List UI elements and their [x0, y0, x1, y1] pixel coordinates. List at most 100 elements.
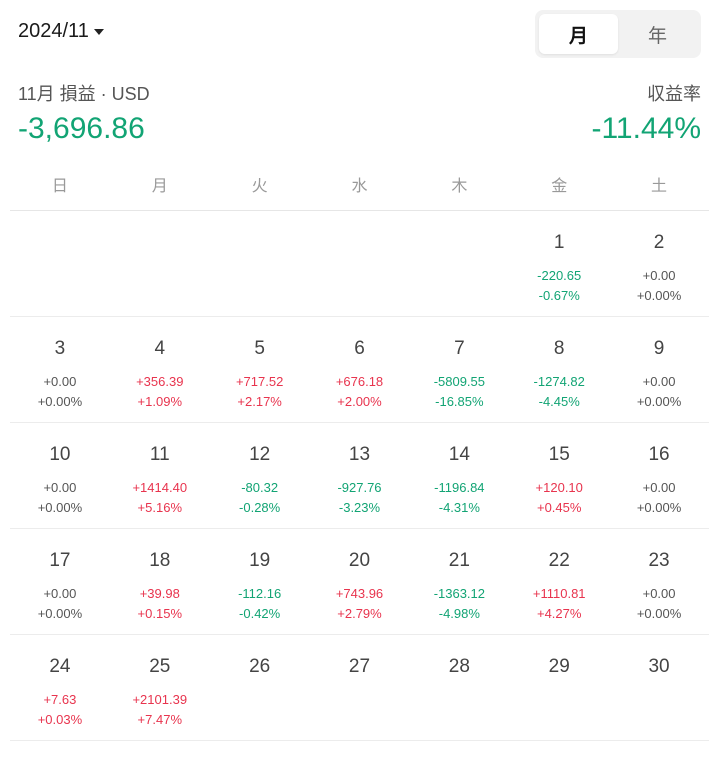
day-pnl: +7.63: [43, 692, 77, 707]
day-number: 2: [653, 232, 665, 253]
top-bar: 2024/11 月 年: [0, 0, 719, 70]
calendar-empty-cell: [110, 211, 210, 316]
calendar-week: 1 -220.65 -0.67% 2 +0.00 +0.00%: [10, 211, 709, 317]
weekday-thu: 木: [451, 178, 468, 195]
day-pnl: -1274.82: [533, 374, 585, 389]
day-number: 21: [448, 550, 470, 571]
day-return-pct: -4.31%: [438, 500, 480, 515]
pnl-label: 11月 損益 · USD: [18, 84, 150, 104]
day-pnl: +120.10: [535, 480, 583, 495]
day-number: 5: [254, 338, 265, 359]
day-pnl: +0.00: [642, 268, 676, 283]
month-selector[interactable]: 2024/11: [18, 20, 104, 43]
weekday-tue: 火: [251, 178, 268, 195]
day-return-pct: +0.45%: [536, 500, 582, 515]
day-number: 19: [249, 550, 271, 571]
calendar-day-cell[interactable]: 24 +7.63 +0.03%: [10, 635, 110, 740]
day-number: 25: [149, 656, 171, 677]
day-number: 16: [648, 444, 670, 465]
day-return-pct: +4.27%: [536, 606, 582, 621]
day-return-pct: -0.67%: [538, 288, 580, 303]
calendar-empty-cell: [409, 211, 509, 316]
toggle-month-button[interactable]: 月: [539, 14, 618, 54]
pnl-value: -3,696.86: [18, 112, 145, 145]
calendar-day-cell[interactable]: 30: [609, 635, 709, 740]
calendar-day-cell[interactable]: 2 +0.00 +0.00%: [609, 211, 709, 316]
day-pnl: +0.00: [43, 374, 77, 389]
calendar-day-cell[interactable]: 11 +1414.40 +5.16%: [110, 423, 210, 528]
calendar-day-cell[interactable]: 17 +0.00 +0.00%: [10, 529, 110, 634]
calendar-day-cell[interactable]: 28: [409, 635, 509, 740]
calendar-day-cell[interactable]: 10 +0.00 +0.00%: [10, 423, 110, 528]
calendar-day-cell[interactable]: 15 +120.10 +0.45%: [509, 423, 609, 528]
day-return-pct: +7.47%: [137, 712, 182, 727]
calendar-day-cell[interactable]: 8 -1274.82 -4.45%: [509, 317, 609, 422]
calendar-day-cell[interactable]: 3 +0.00 +0.00%: [10, 317, 110, 422]
calendar-day-cell[interactable]: 22 +1110.81 +4.27%: [509, 529, 609, 634]
day-number: 6: [354, 338, 365, 359]
calendar-day-cell[interactable]: 20 +743.96 +2.79%: [310, 529, 410, 634]
calendar-day-cell[interactable]: 19 -112.16 -0.42%: [210, 529, 310, 634]
calendar-day-cell[interactable]: 26: [210, 635, 310, 740]
calendar-day-cell[interactable]: 21 -1363.12 -4.98%: [409, 529, 509, 634]
period-toggle: 月 年: [535, 10, 701, 58]
toggle-year-button[interactable]: 年: [647, 25, 667, 47]
calendar-day-cell[interactable]: 12 -80.32 -0.28%: [210, 423, 310, 528]
day-pnl: -220.65: [537, 268, 582, 283]
day-number: 15: [548, 444, 570, 465]
day-number: 4: [154, 338, 166, 359]
calendar-day-cell[interactable]: 7 -5809.55 -16.85%: [409, 317, 509, 422]
calendar-empty-cell: [210, 211, 310, 316]
day-number: 23: [648, 550, 670, 571]
day-pnl: -80.32: [241, 480, 279, 495]
day-return-pct: +0.00%: [37, 500, 83, 515]
day-return-pct: +0.00%: [37, 606, 83, 621]
calendar-day-cell[interactable]: 29: [509, 635, 609, 740]
calendar-grid: 1 -220.65 -0.67% 2 +0.00 +0.00% 3 +0.00 +0.00% 4 +…: [10, 211, 709, 741]
calendar-day-cell[interactable]: 14 -1196.84 -4.31%: [409, 423, 509, 528]
day-number: [10, 231, 110, 255]
day-number: [210, 231, 310, 255]
calendar-day-cell[interactable]: 13 -927.76 -3.23%: [310, 423, 410, 528]
weekday-sun: 日: [51, 178, 68, 195]
day-return-pct: +0.00%: [37, 394, 83, 409]
day-pnl: +0.00: [43, 586, 77, 601]
weekday-sat: 土: [651, 178, 668, 195]
day-number: [310, 231, 410, 255]
day-number: 12: [249, 444, 271, 465]
day-pnl: +0.00: [642, 374, 676, 389]
calendar-day-cell[interactable]: 4 +356.39 +1.09%: [110, 317, 210, 422]
weekday-mon: 月: [151, 178, 168, 195]
calendar-day-cell[interactable]: 5 +717.52 +2.17%: [210, 317, 310, 422]
day-return-pct: +2.79%: [337, 606, 382, 621]
calendar-day-cell[interactable]: 27: [310, 635, 410, 740]
day-number: 7: [454, 338, 465, 359]
day-number: 11: [149, 444, 170, 465]
calendar-day-cell[interactable]: 23 +0.00 +0.00%: [609, 529, 709, 634]
day-number: 27: [348, 656, 371, 677]
day-number: 17: [49, 550, 71, 571]
day-pnl: -1363.12: [433, 586, 486, 601]
calendar-day-cell[interactable]: 25 +2101.39 +7.47%: [110, 635, 210, 740]
day-pnl: -5809.55: [433, 374, 486, 389]
calendar-day-cell[interactable]: 9 +0.00 +0.00%: [609, 317, 709, 422]
day-number: 13: [348, 444, 371, 465]
calendar-day-cell[interactable]: 16 +0.00 +0.00%: [609, 423, 709, 528]
day-number: 14: [448, 444, 470, 465]
day-return-pct: +1.09%: [137, 394, 182, 409]
day-pnl: +717.52: [235, 374, 284, 389]
day-return-pct: -0.28%: [239, 500, 281, 515]
day-return-pct: -3.23%: [338, 500, 381, 515]
day-number: 8: [553, 338, 565, 359]
day-return-pct: -4.98%: [438, 606, 480, 621]
calendar-day-cell[interactable]: 1 -220.65 -0.67%: [509, 211, 609, 316]
day-number: 28: [448, 656, 470, 677]
calendar-day-cell[interactable]: 18 +39.98 +0.15%: [110, 529, 210, 634]
calendar-day-cell[interactable]: 6 +676.18 +2.00%: [310, 317, 410, 422]
day-return-pct: +0.03%: [37, 712, 83, 727]
day-pnl: +39.98: [139, 586, 180, 601]
day-pnl: -927.76: [337, 480, 382, 495]
day-pnl: +356.39: [136, 374, 184, 389]
calendar-empty-cell: [310, 211, 410, 316]
day-number: 9: [653, 338, 665, 359]
